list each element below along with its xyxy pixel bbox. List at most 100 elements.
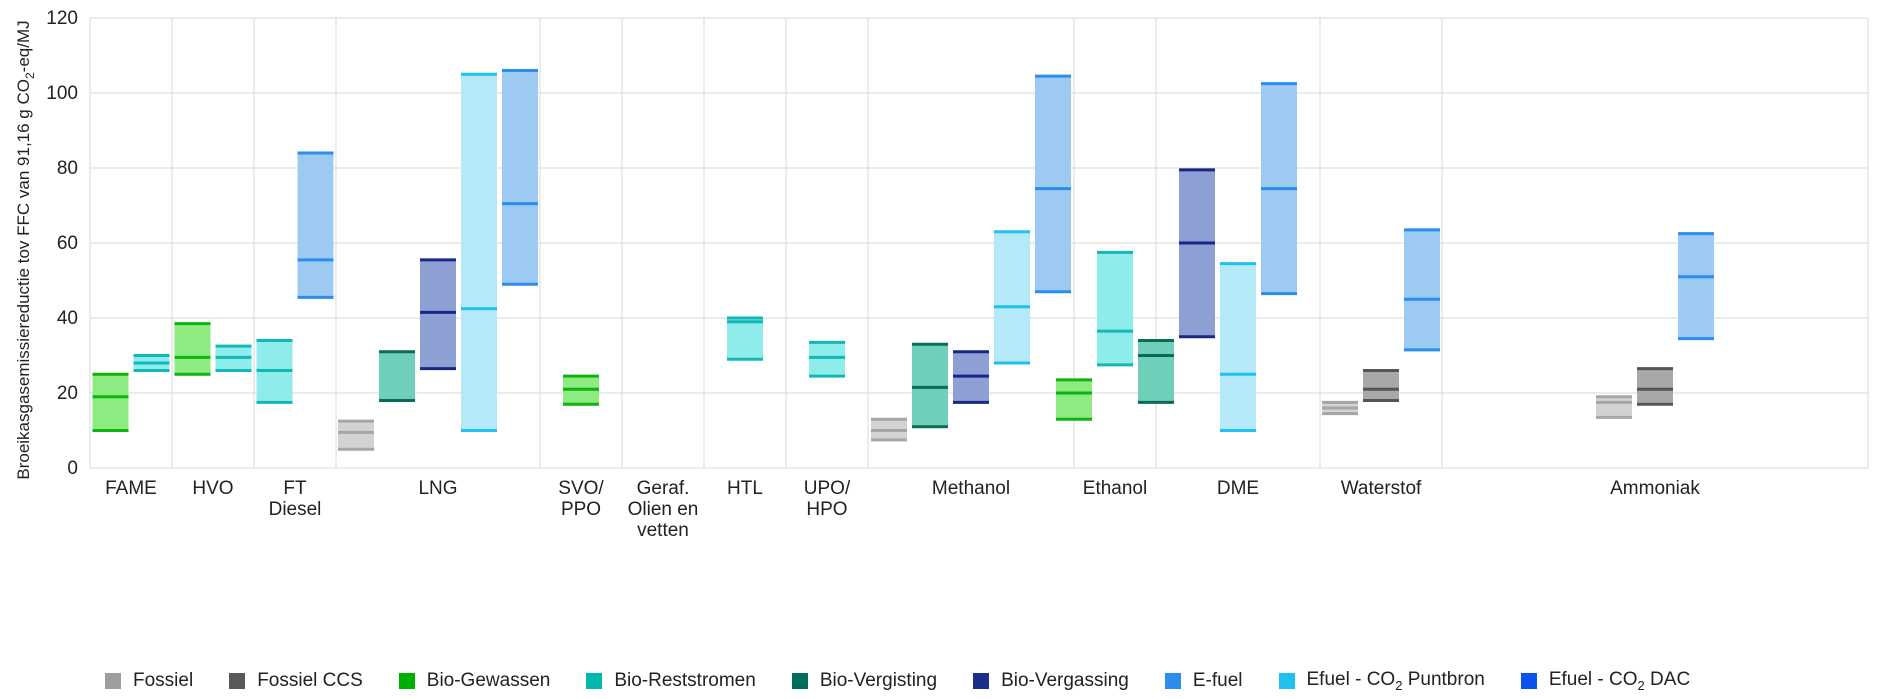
legend-item: E-fuel <box>1164 670 1243 692</box>
legend-label: Efuel - CO2 DAC <box>1549 669 1690 693</box>
legend-label: Fossiel <box>133 670 194 691</box>
y-tick-label: 100 <box>46 83 78 104</box>
range-bar <box>809 340 845 378</box>
legend-swatch <box>586 673 603 689</box>
legend-swatch <box>1520 672 1537 689</box>
legend-swatch <box>791 673 808 689</box>
range-bar <box>1596 395 1632 419</box>
y-axis-ticks: 0 20 40 60 80 100 120 <box>46 8 78 479</box>
range-bar-fill <box>174 323 211 375</box>
y-tick-label: 120 <box>46 8 78 29</box>
legend-item: Bio-Gewassen <box>398 670 550 692</box>
legend-label-prefix: Efuel - CO <box>1306 669 1396 691</box>
x-tick-label: HTL <box>727 478 763 499</box>
range-bar-fill <box>1179 169 1215 337</box>
x-tick-label: vetten <box>637 520 689 541</box>
x-tick-label: FT <box>283 478 307 499</box>
range-bar <box>1220 262 1256 432</box>
legend-item: Efuel - CO2 DAC <box>1520 669 1690 693</box>
range-bar <box>1322 400 1358 416</box>
x-tick-label: HPO <box>806 499 847 520</box>
range-bar-fill <box>379 351 415 401</box>
x-tick-label: Geraf. <box>637 478 690 499</box>
range-bar <box>174 322 211 376</box>
range-bar-fill <box>461 74 497 431</box>
x-tick-label: Ethanol <box>1083 478 1147 499</box>
legend-swatch <box>398 673 415 689</box>
category-separators <box>89 18 1869 468</box>
range-bar-fill <box>502 70 538 285</box>
x-tick-label: UPO/ <box>804 478 851 499</box>
legend-label: Bio-Reststromen <box>614 670 756 691</box>
legend-label-sub: 2 <box>1637 677 1645 693</box>
range-bar <box>379 350 415 402</box>
y-tick-label: 80 <box>57 158 78 179</box>
range-bar <box>912 342 948 429</box>
x-tick-label: Methanol <box>932 478 1010 499</box>
range-bar <box>1637 367 1673 406</box>
legend-item: Efuel - CO2 Puntbron <box>1278 669 1485 693</box>
legend-label: Fossiel CCS <box>257 670 363 691</box>
x-tick-label: SVO/ <box>558 478 604 499</box>
range-bar-fill <box>1678 233 1714 339</box>
x-tick-label: LNG <box>418 478 457 499</box>
legend-swatch <box>229 673 246 689</box>
range-bar <box>1363 369 1399 402</box>
y-axis-title-group: Broeikasgasemissiereductie tov FFC van 9… <box>14 20 37 479</box>
x-tick-label: PPO <box>561 499 601 520</box>
range-bar <box>1179 168 1215 339</box>
y-tick-label: 20 <box>57 383 78 404</box>
range-bar <box>563 374 599 406</box>
legend-item: Fossiel <box>105 670 193 692</box>
range-bar <box>1261 82 1297 296</box>
legend-label: Bio-Vergisting <box>819 670 938 691</box>
range-bar <box>727 316 763 361</box>
x-tick-label: Waterstof <box>1341 478 1422 499</box>
y-axis-title-prefix: Broeikasgasemissiereductie tov FFC van 9… <box>14 79 33 480</box>
range-bar <box>1097 250 1133 367</box>
range-bar <box>92 372 129 432</box>
range-bar-fill <box>92 374 129 431</box>
range-bar <box>871 417 907 442</box>
range-bar-fill <box>420 259 456 369</box>
legend-swatch <box>105 673 121 689</box>
legend-item: Bio-Vergisting <box>791 670 938 692</box>
legend-item: Fossiel CCS <box>229 670 363 692</box>
range-bar <box>1404 228 1440 352</box>
range-bar-fill <box>727 318 763 360</box>
range-bar-fill <box>1035 76 1071 292</box>
range-bar-fill <box>1056 379 1092 420</box>
range-bar <box>502 69 538 286</box>
range-bar <box>953 350 989 404</box>
bars <box>92 69 1714 451</box>
x-tick-label: Olien en <box>628 499 699 520</box>
range-bar-fill <box>1138 340 1174 403</box>
range-bar <box>297 151 334 299</box>
legend-label-sub: 2 <box>1395 677 1403 693</box>
legend-label: Bio-Vergassing <box>1001 670 1129 691</box>
range-bar <box>1035 74 1071 294</box>
legend-label: E-fuel <box>1192 670 1243 691</box>
legend: Fossiel Fossiel CCS Bio-Gewassen Bio-Restst… <box>105 669 1690 693</box>
range-bar-fill <box>1596 396 1632 418</box>
x-tick-label: FAME <box>105 478 157 499</box>
range-bar-fill <box>1363 370 1399 401</box>
range-bar <box>1678 232 1714 341</box>
y-tick-label: 60 <box>57 233 78 254</box>
range-bar <box>256 339 293 404</box>
range-bar-fill <box>1220 263 1256 431</box>
range-bar-fill <box>809 342 845 377</box>
range-bar <box>461 72 497 432</box>
range-bar-fill <box>994 231 1030 363</box>
legend-label: Efuel - CO2 Puntbron <box>1307 669 1485 693</box>
y-axis-title-suffix: -eq/MJ <box>14 20 33 72</box>
range-bar <box>215 344 252 372</box>
range-bar-fill <box>297 153 334 298</box>
legend-swatch <box>1278 672 1295 689</box>
range-bar <box>994 230 1030 365</box>
x-tick-label: Ammoniak <box>1610 478 1700 499</box>
legend-label-suffix: Puntbron <box>1402 669 1485 691</box>
